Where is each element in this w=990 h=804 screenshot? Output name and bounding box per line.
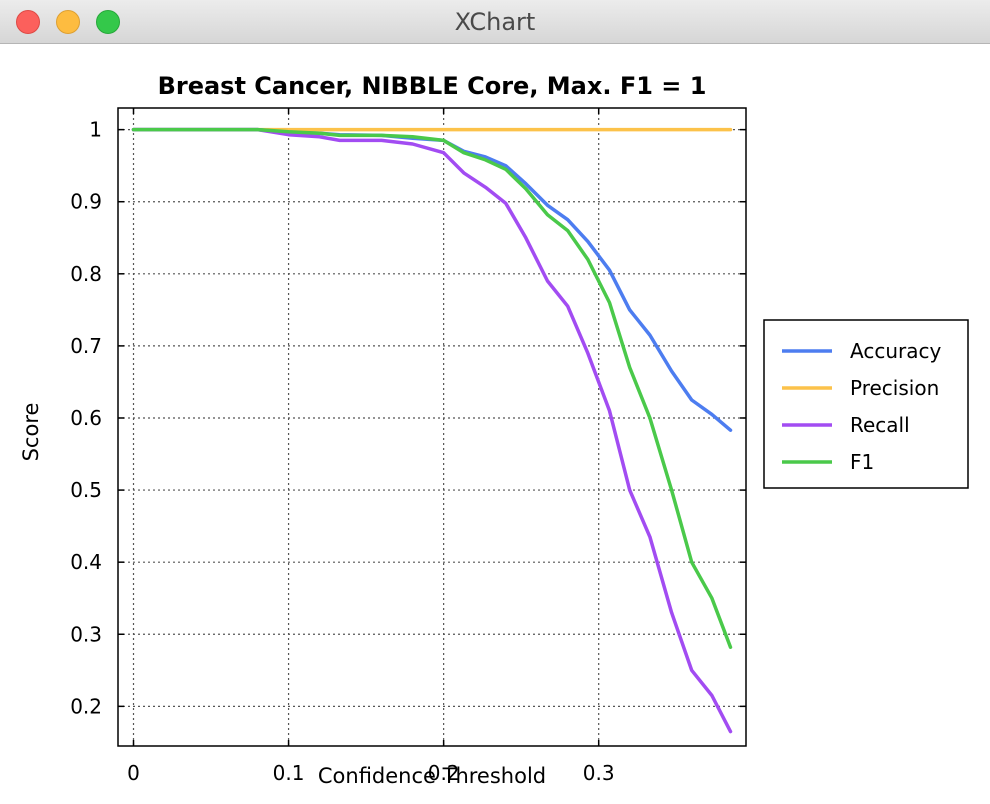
x-tick-label: 0 [127,761,140,785]
x-tick-label: 0.3 [583,761,615,785]
x-tick-label: 0.2 [428,761,460,785]
y-tick-label: 0.2 [70,694,102,718]
chart-title: Breast Cancer, NIBBLE Core, Max. F1 = 1 [158,72,707,100]
y-tick-label: 1 [89,118,102,142]
y-axis-tick-labels: 0.2 0.3 0.4 0.5 0.6 0.7 0.8 0.9 1 [70,118,102,719]
zoom-window-button[interactable] [96,10,120,34]
legend-label-recall: Recall [850,413,910,437]
legend-label-precision: Precision [850,376,939,400]
minimize-window-button[interactable] [56,10,80,34]
grid-lines [118,108,746,746]
axis-ticks [118,108,746,746]
y-axis-title: Score [19,403,43,462]
close-window-button[interactable] [16,10,40,34]
y-tick-label: 0.9 [70,190,102,214]
y-tick-label: 0.3 [70,622,102,646]
y-tick-label: 0.7 [70,334,102,358]
series-lines [131,127,733,734]
plot-area-frame [117,107,747,747]
x-axis-tick-labels: 0 0.1 0.2 0.3 [127,761,614,785]
title-bar[interactable]: XChart [0,0,990,44]
window-title: XChart [454,8,536,36]
legend-label-f1: F1 [850,450,874,474]
y-tick-label: 0.4 [70,550,102,574]
y-tick-label: 0.5 [70,478,102,502]
y-tick-label: 0.8 [70,262,102,286]
x-axis-title: Confidence Threshold [318,764,546,788]
series-line-recall [131,127,733,734]
series-line-accuracy [131,127,733,432]
legend-box [763,319,969,489]
y-tick-label: 0.6 [70,406,102,430]
series-line-f1 [131,127,733,649]
legend: Accuracy Precision Recall F1 [763,319,969,489]
legend-label-accuracy: Accuracy [850,339,941,363]
x-tick-label: 0.1 [273,761,305,785]
line-chart: Breast Cancer, NIBBLE Core, Max. F1 = 1 … [19,72,969,788]
